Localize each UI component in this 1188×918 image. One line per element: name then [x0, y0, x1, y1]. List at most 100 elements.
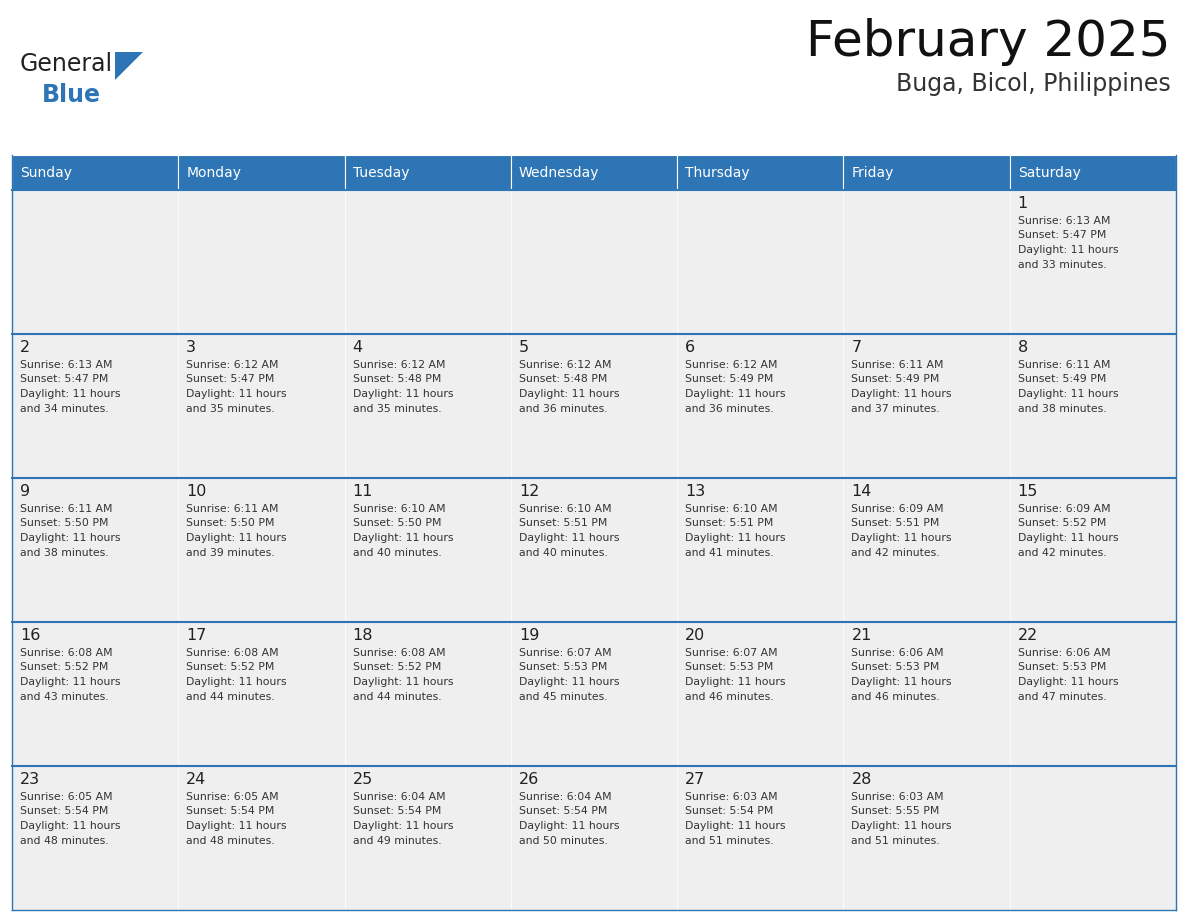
Text: Daylight: 11 hours: Daylight: 11 hours: [519, 821, 619, 831]
Text: Sunset: 5:47 PM: Sunset: 5:47 PM: [187, 375, 274, 385]
Text: Daylight: 11 hours: Daylight: 11 hours: [20, 677, 120, 687]
Bar: [511, 155, 677, 190]
Bar: [12, 766, 178, 910]
Text: Daylight: 11 hours: Daylight: 11 hours: [187, 677, 286, 687]
Text: and 36 minutes.: and 36 minutes.: [519, 404, 607, 413]
Bar: [12, 334, 178, 478]
Text: Daylight: 11 hours: Daylight: 11 hours: [353, 533, 453, 543]
Text: Sunrise: 6:08 AM: Sunrise: 6:08 AM: [187, 648, 279, 658]
Bar: [843, 478, 1010, 622]
Text: Sunset: 5:53 PM: Sunset: 5:53 PM: [1018, 663, 1106, 673]
Text: Wednesday: Wednesday: [519, 165, 600, 180]
Text: 17: 17: [187, 628, 207, 643]
Text: Sunset: 5:53 PM: Sunset: 5:53 PM: [685, 663, 773, 673]
Text: Daylight: 11 hours: Daylight: 11 hours: [685, 533, 785, 543]
Text: Sunset: 5:53 PM: Sunset: 5:53 PM: [852, 663, 940, 673]
Text: Tuesday: Tuesday: [353, 165, 409, 180]
Text: Sunset: 5:52 PM: Sunset: 5:52 PM: [187, 663, 274, 673]
Bar: [178, 155, 345, 190]
Text: Sunrise: 6:12 AM: Sunrise: 6:12 AM: [685, 360, 778, 370]
Text: Sunset: 5:50 PM: Sunset: 5:50 PM: [353, 519, 441, 529]
Text: Sunrise: 6:03 AM: Sunrise: 6:03 AM: [685, 792, 778, 802]
Text: 22: 22: [1018, 628, 1038, 643]
Text: Sunrise: 6:10 AM: Sunrise: 6:10 AM: [519, 504, 612, 514]
Text: Sunrise: 6:12 AM: Sunrise: 6:12 AM: [353, 360, 446, 370]
Text: 2: 2: [20, 340, 30, 355]
Text: and 50 minutes.: and 50 minutes.: [519, 835, 607, 845]
Text: Saturday: Saturday: [1018, 165, 1081, 180]
Text: Daylight: 11 hours: Daylight: 11 hours: [1018, 245, 1118, 255]
Text: Sunset: 5:51 PM: Sunset: 5:51 PM: [685, 519, 773, 529]
Text: 11: 11: [353, 484, 373, 499]
Text: and 41 minutes.: and 41 minutes.: [685, 547, 773, 557]
Text: Daylight: 11 hours: Daylight: 11 hours: [187, 533, 286, 543]
Text: Sunset: 5:47 PM: Sunset: 5:47 PM: [1018, 230, 1106, 241]
Text: Sunset: 5:47 PM: Sunset: 5:47 PM: [20, 375, 108, 385]
Text: Sunset: 5:54 PM: Sunset: 5:54 PM: [685, 807, 773, 816]
Bar: [677, 622, 843, 766]
Text: Sunrise: 6:08 AM: Sunrise: 6:08 AM: [20, 648, 113, 658]
Bar: [345, 766, 511, 910]
Text: Daylight: 11 hours: Daylight: 11 hours: [852, 389, 952, 399]
Text: Sunset: 5:52 PM: Sunset: 5:52 PM: [1018, 519, 1106, 529]
Text: and 51 minutes.: and 51 minutes.: [852, 835, 940, 845]
Bar: [843, 622, 1010, 766]
Bar: [345, 155, 511, 190]
Text: Daylight: 11 hours: Daylight: 11 hours: [20, 389, 120, 399]
Text: and 39 minutes.: and 39 minutes.: [187, 547, 274, 557]
Text: 28: 28: [852, 772, 872, 787]
Text: Sunset: 5:52 PM: Sunset: 5:52 PM: [353, 663, 441, 673]
Text: and 38 minutes.: and 38 minutes.: [20, 547, 108, 557]
Text: Thursday: Thursday: [685, 165, 750, 180]
Bar: [12, 155, 178, 190]
Bar: [511, 766, 677, 910]
Text: Daylight: 11 hours: Daylight: 11 hours: [1018, 677, 1118, 687]
Bar: [1010, 190, 1176, 334]
Bar: [12, 190, 178, 334]
Text: Sunset: 5:54 PM: Sunset: 5:54 PM: [20, 807, 108, 816]
Text: and 47 minutes.: and 47 minutes.: [1018, 691, 1106, 701]
Text: 15: 15: [1018, 484, 1038, 499]
Text: Sunrise: 6:07 AM: Sunrise: 6:07 AM: [519, 648, 612, 658]
Bar: [843, 190, 1010, 334]
Text: Daylight: 11 hours: Daylight: 11 hours: [187, 389, 286, 399]
Text: Sunrise: 6:09 AM: Sunrise: 6:09 AM: [1018, 504, 1111, 514]
Text: Sunset: 5:49 PM: Sunset: 5:49 PM: [685, 375, 773, 385]
Text: and 42 minutes.: and 42 minutes.: [1018, 547, 1106, 557]
Text: Sunday: Sunday: [20, 165, 72, 180]
Text: 26: 26: [519, 772, 539, 787]
Bar: [677, 334, 843, 478]
Bar: [843, 334, 1010, 478]
Text: Daylight: 11 hours: Daylight: 11 hours: [1018, 533, 1118, 543]
Text: Sunrise: 6:09 AM: Sunrise: 6:09 AM: [852, 504, 944, 514]
Bar: [677, 155, 843, 190]
Text: Daylight: 11 hours: Daylight: 11 hours: [685, 389, 785, 399]
Text: and 35 minutes.: and 35 minutes.: [187, 404, 274, 413]
Text: Sunrise: 6:10 AM: Sunrise: 6:10 AM: [685, 504, 778, 514]
Bar: [178, 190, 345, 334]
Text: and 34 minutes.: and 34 minutes.: [20, 404, 108, 413]
Text: 25: 25: [353, 772, 373, 787]
Text: Daylight: 11 hours: Daylight: 11 hours: [852, 677, 952, 687]
Text: 13: 13: [685, 484, 706, 499]
Text: 24: 24: [187, 772, 207, 787]
Text: and 40 minutes.: and 40 minutes.: [519, 547, 607, 557]
Bar: [1010, 622, 1176, 766]
Text: Daylight: 11 hours: Daylight: 11 hours: [20, 533, 120, 543]
Text: Sunrise: 6:06 AM: Sunrise: 6:06 AM: [1018, 648, 1111, 658]
Text: 3: 3: [187, 340, 196, 355]
Bar: [178, 478, 345, 622]
Bar: [1010, 334, 1176, 478]
Text: Sunrise: 6:12 AM: Sunrise: 6:12 AM: [187, 360, 279, 370]
Text: Friday: Friday: [852, 165, 893, 180]
Text: Sunset: 5:55 PM: Sunset: 5:55 PM: [852, 807, 940, 816]
Text: Sunrise: 6:04 AM: Sunrise: 6:04 AM: [353, 792, 446, 802]
Bar: [511, 334, 677, 478]
Text: Sunrise: 6:11 AM: Sunrise: 6:11 AM: [1018, 360, 1111, 370]
Bar: [345, 478, 511, 622]
Bar: [178, 766, 345, 910]
Text: Daylight: 11 hours: Daylight: 11 hours: [1018, 389, 1118, 399]
Text: 23: 23: [20, 772, 40, 787]
Text: and 44 minutes.: and 44 minutes.: [187, 691, 274, 701]
Text: Sunrise: 6:11 AM: Sunrise: 6:11 AM: [20, 504, 113, 514]
